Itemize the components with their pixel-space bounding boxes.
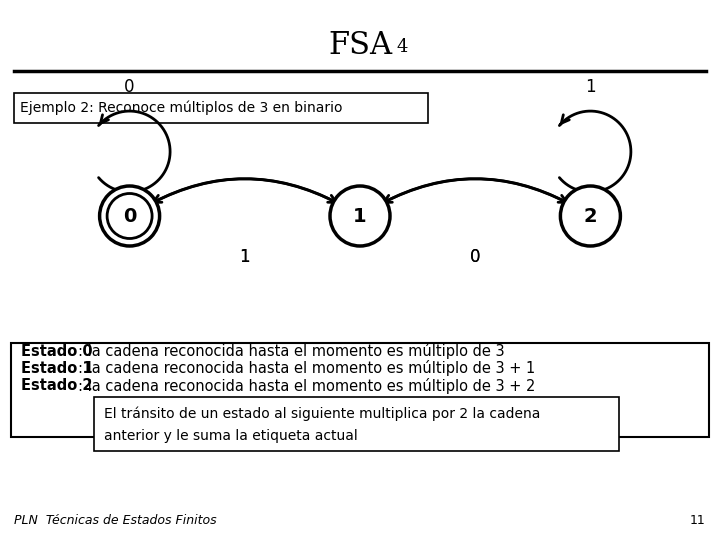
Text: FSA: FSA [328,30,392,60]
FancyBboxPatch shape [11,343,709,437]
Text: Ejemplo 2: Reconoce múltiplos de 3 en binario: Ejemplo 2: Reconoce múltiplos de 3 en bi… [20,100,343,115]
FancyBboxPatch shape [14,93,428,123]
Text: 0: 0 [125,78,135,96]
Text: anterior y le suma la etiqueta actual: anterior y le suma la etiqueta actual [104,429,357,443]
Text: 1: 1 [354,206,366,226]
Text: : la cadena reconocida hasta el momento es múltiplo de 3 + 2: : la cadena reconocida hasta el momento … [78,377,536,394]
Text: 4: 4 [396,38,408,56]
Text: Estado 2: Estado 2 [21,378,92,393]
FancyBboxPatch shape [94,397,619,451]
Text: Estado 0: Estado 0 [21,343,92,359]
Text: 2: 2 [584,206,597,226]
Text: : la cadena reconocida hasta el momento es múltiplo de 3: : la cadena reconocida hasta el momento … [78,343,505,359]
Circle shape [99,186,160,246]
Circle shape [560,186,621,246]
Text: 1: 1 [240,247,250,266]
Text: PLN  Técnicas de Estados Finitos: PLN Técnicas de Estados Finitos [14,514,217,526]
Text: : la cadena reconocida hasta el momento es múltiplo de 3 + 1: : la cadena reconocida hasta el momento … [78,360,536,376]
Text: 1: 1 [585,78,595,96]
Circle shape [330,186,390,246]
Text: Estado 1: Estado 1 [21,361,92,376]
Text: 11: 11 [690,514,706,526]
Text: 1: 1 [240,247,250,266]
Text: 0: 0 [470,247,480,266]
Text: 0: 0 [123,206,136,226]
Text: El tránsito de un estado al siguiente multiplica por 2 la cadena: El tránsito de un estado al siguiente mu… [104,407,540,421]
Text: 0: 0 [470,247,480,266]
